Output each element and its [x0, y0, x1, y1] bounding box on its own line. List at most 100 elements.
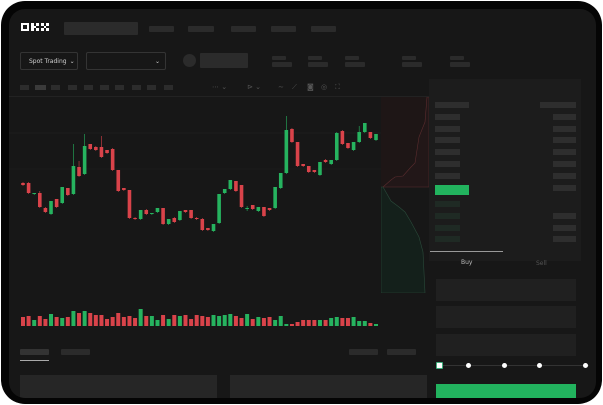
volume-bar — [357, 321, 362, 326]
candle-body — [110, 149, 115, 170]
tab-buy[interactable]: Buy — [461, 259, 473, 266]
ruler-icon[interactable]: ⟋ — [292, 83, 297, 91]
filter-button[interactable] — [349, 349, 378, 355]
candle-body — [144, 210, 149, 214]
pair-selector-dropdown[interactable]: ⌄ — [86, 52, 166, 70]
settings-icon[interactable]: ◎ — [321, 83, 328, 91]
candle-body — [32, 193, 37, 194]
candle-body — [71, 166, 76, 194]
nav-item[interactable] — [149, 26, 174, 32]
volume-bar — [110, 317, 115, 326]
volume-bar — [329, 318, 334, 326]
candle-body — [284, 130, 289, 173]
amount-input[interactable] — [436, 306, 576, 328]
market-type-dropdown[interactable]: Spot Trading ⌄ — [20, 52, 78, 70]
indicator-icon[interactable]: ⋯ ⌄ — [212, 83, 228, 91]
volume-bar — [37, 316, 42, 326]
volume-bar — [99, 315, 104, 326]
timeframe-button[interactable] — [115, 85, 124, 90]
nav-item[interactable] — [231, 26, 256, 32]
volume-bar — [340, 318, 345, 326]
volume-bar — [26, 316, 31, 326]
fullscreen-icon[interactable]: ⛶ — [335, 83, 340, 91]
candle-body — [222, 189, 227, 193]
candle-body — [217, 194, 221, 223]
volume-bar — [133, 318, 138, 326]
candle-body — [239, 185, 244, 207]
volume-bar — [368, 323, 373, 326]
depth-asks-line — [382, 97, 429, 188]
volume-bar — [351, 317, 356, 326]
timeframe-button[interactable] — [20, 85, 29, 90]
volume-bar — [144, 316, 149, 326]
volume-bar — [334, 317, 339, 326]
volume-bar — [172, 315, 177, 326]
candle-body — [66, 188, 70, 195]
timeframe-button[interactable] — [147, 85, 156, 90]
chevron-down-icon: ⌄ — [69, 57, 75, 65]
volume-bar — [93, 315, 98, 326]
candle-body — [228, 180, 233, 189]
volume-bar — [49, 314, 54, 326]
line-icon[interactable]: ∼ — [278, 83, 284, 91]
timeframe-button[interactable] — [132, 85, 141, 90]
volume-bar — [233, 316, 238, 326]
app-screen: Spot Trading ⌄ ⌄ ⋯ ⌄ ⊳ ⌄ ∼ ⟋ ◙ ◎ ⛶ — [9, 9, 596, 398]
candle-body — [122, 188, 126, 190]
assets-panel — [230, 375, 427, 398]
volume-bar — [239, 318, 244, 326]
total-input[interactable] — [436, 334, 576, 356]
camera-icon[interactable]: ◙ — [307, 83, 314, 91]
candle-body — [189, 210, 193, 218]
nav-item[interactable] — [271, 26, 296, 32]
header-search[interactable] — [64, 22, 138, 35]
volume-bar — [155, 320, 160, 326]
tab-sell[interactable]: Sell — [536, 260, 547, 267]
last-price — [435, 185, 469, 195]
nav-item[interactable] — [311, 26, 336, 32]
volume-bar — [345, 318, 350, 326]
volume-bar — [60, 318, 65, 326]
candle-body — [245, 208, 249, 209]
volume-bar — [323, 320, 328, 326]
buy-submit-button[interactable] — [436, 384, 576, 398]
volume-bar — [273, 320, 278, 326]
volume-bar — [211, 315, 216, 326]
volume-bar — [161, 315, 166, 326]
tab-open-orders[interactable] — [20, 349, 49, 355]
timeframe-button[interactable] — [68, 85, 77, 90]
market-type-label: Spot Trading — [29, 57, 67, 65]
volume-bar — [166, 319, 171, 326]
price-input[interactable] — [436, 279, 576, 301]
candle-body — [172, 218, 177, 222]
candle-body — [166, 219, 171, 224]
divider — [9, 96, 429, 97]
timeframe-button[interactable] — [164, 85, 173, 90]
volume-bar — [205, 317, 210, 326]
candle-body — [155, 208, 160, 212]
candlestick-chart[interactable] — [9, 97, 429, 337]
candle-body — [362, 123, 367, 132]
tab-order-history[interactable] — [61, 349, 90, 355]
candle-body — [194, 218, 199, 219]
timeframe-button[interactable] — [100, 85, 109, 90]
volume-bar — [362, 321, 367, 326]
timeframe-button[interactable] — [51, 85, 60, 90]
candle-body — [82, 146, 87, 174]
depth-chart — [381, 97, 429, 293]
timeframe-button[interactable] — [84, 85, 93, 90]
volume-bar — [149, 316, 154, 326]
okx-logo[interactable] — [21, 23, 49, 31]
filter-button[interactable] — [387, 349, 416, 355]
timeframe-button[interactable] — [35, 85, 46, 90]
candle-body — [178, 211, 182, 220]
orders-panel — [20, 375, 217, 398]
draw-tool-icon[interactable]: ⊳ ⌄ — [247, 83, 261, 91]
volume-bar — [189, 319, 194, 326]
volume-bar — [250, 319, 255, 326]
nav-item[interactable] — [188, 26, 214, 32]
volume-bar — [183, 315, 188, 326]
slider-handle[interactable] — [436, 362, 443, 369]
volume-bar — [21, 317, 25, 326]
